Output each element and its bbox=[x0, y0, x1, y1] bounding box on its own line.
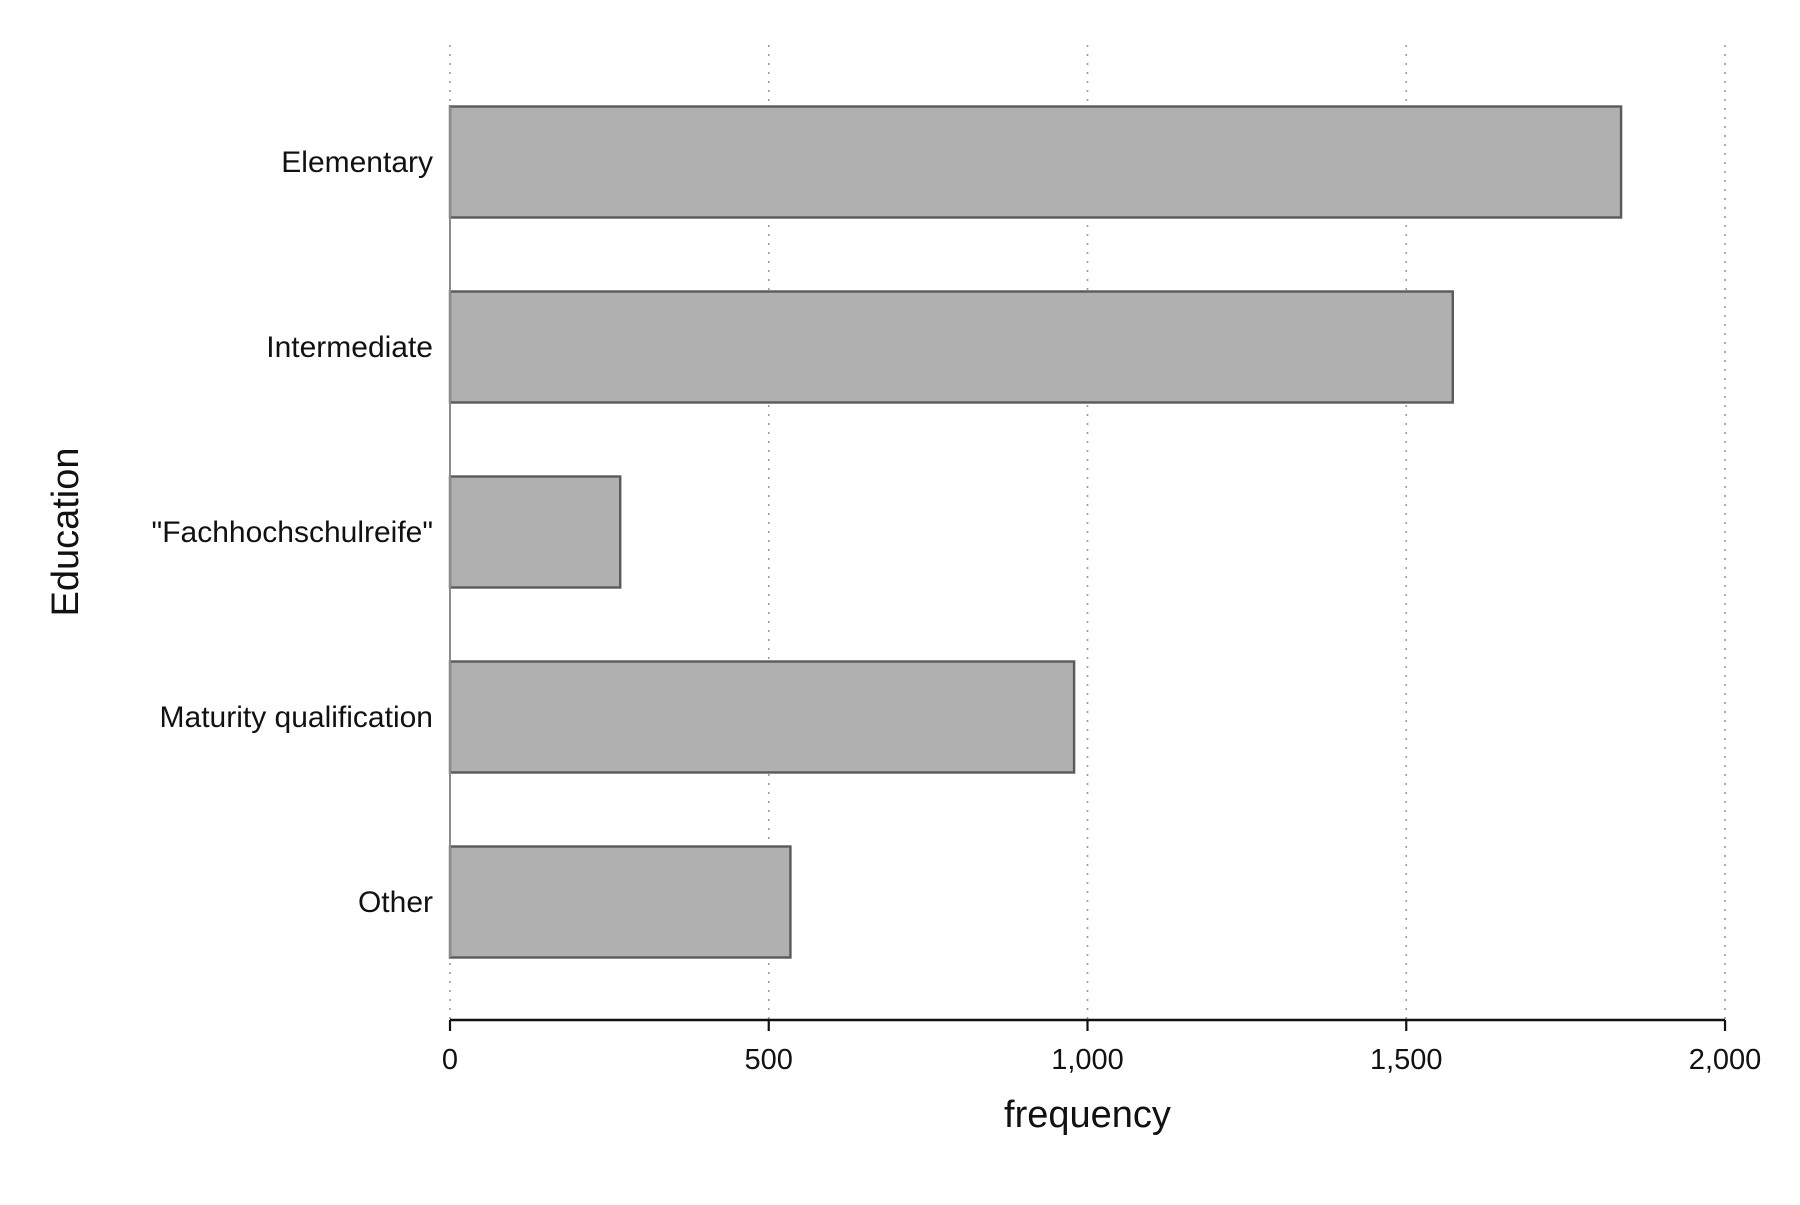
bar-1 bbox=[448, 290, 1454, 404]
labels: Elementary Intermediate "Fachhochschulreif… bbox=[152, 146, 1762, 1076]
category-label-1: Intermediate bbox=[266, 331, 433, 364]
bar-2 bbox=[448, 475, 622, 589]
x-tick-label-2: 1,000 bbox=[1051, 1044, 1124, 1076]
category-label-4: Other bbox=[358, 886, 433, 919]
x-tick-label-4: 2,000 bbox=[1689, 1044, 1762, 1076]
bar-0 bbox=[448, 105, 1623, 219]
x-tick-label-1: 500 bbox=[745, 1044, 793, 1076]
x-axis-title: frequency bbox=[1004, 1094, 1171, 1136]
bars bbox=[448, 105, 1623, 959]
category-label-0: Elementary bbox=[281, 146, 433, 179]
y-axis-title: Education bbox=[45, 447, 87, 616]
category-label-3: Maturity qualification bbox=[160, 701, 433, 734]
bar-3 bbox=[448, 660, 1076, 774]
x-tick-label-3: 1,500 bbox=[1370, 1044, 1443, 1076]
category-label-2: "Fachhochschulreife" bbox=[152, 516, 433, 549]
x-tick-label-0: 0 bbox=[442, 1044, 458, 1076]
axes bbox=[448, 106, 1727, 1031]
bar-4 bbox=[448, 845, 792, 959]
